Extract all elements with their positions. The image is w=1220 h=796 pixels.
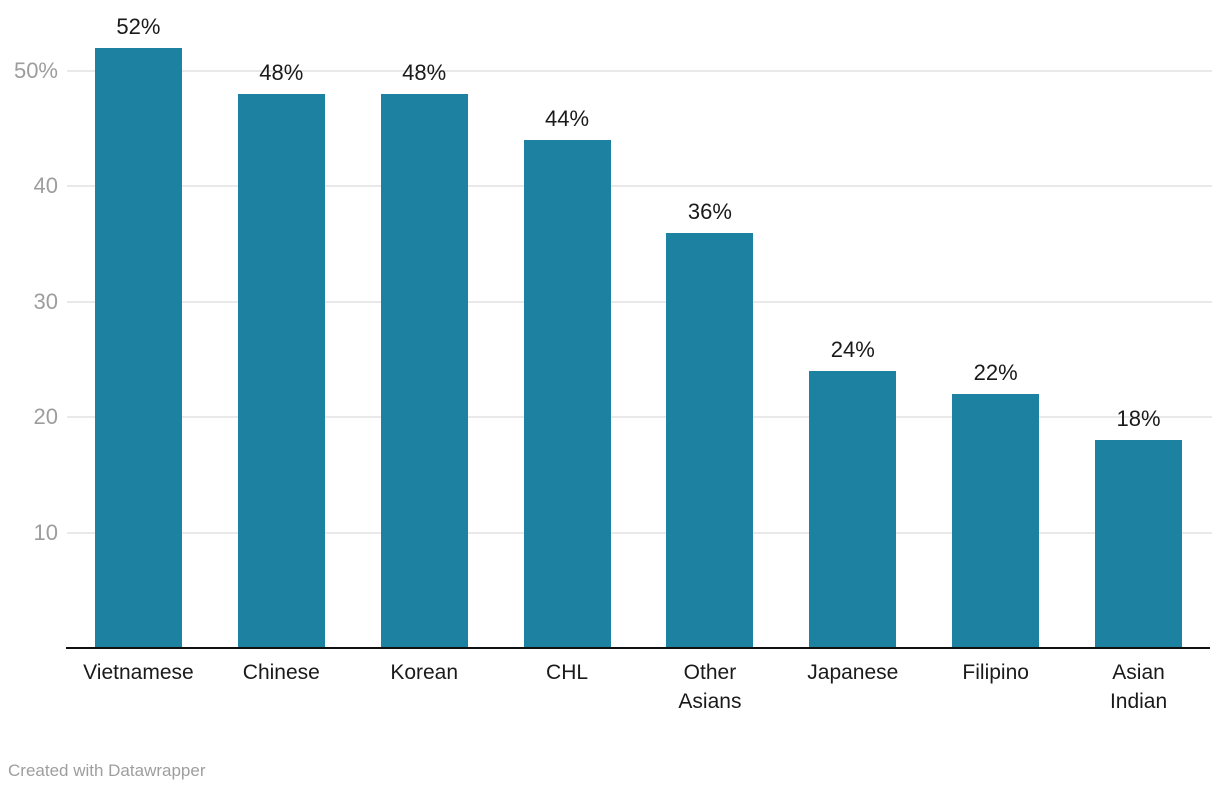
y-axis-tick-label: 30 bbox=[33, 288, 58, 314]
bar-value-label: 36% bbox=[687, 198, 732, 224]
bar-value-label: 44% bbox=[545, 106, 590, 132]
bar bbox=[809, 371, 897, 648]
bar bbox=[666, 232, 754, 648]
gridline bbox=[67, 300, 1212, 303]
x-axis-category-label: Chinese bbox=[242, 661, 320, 684]
y-axis-tick-label: 20 bbox=[33, 404, 58, 430]
bar-value-label: 48% bbox=[259, 60, 304, 86]
y-axis-tick-label: 50% bbox=[13, 58, 58, 83]
gridline bbox=[67, 531, 1212, 534]
gridline bbox=[67, 185, 1212, 188]
gridline bbox=[67, 70, 1212, 72]
bar bbox=[380, 94, 468, 648]
x-axis-category-label: CHL bbox=[546, 661, 589, 684]
x-axis-category-label: Filipino bbox=[962, 661, 1029, 684]
x-axis-category-label: Asian Indian bbox=[1109, 661, 1168, 713]
bar-value-label: 24% bbox=[830, 337, 875, 363]
x-axis-category-label: Japanese bbox=[807, 661, 899, 684]
bar bbox=[94, 47, 182, 648]
bar bbox=[523, 140, 611, 648]
bar bbox=[1095, 440, 1183, 648]
bar-value-label: 22% bbox=[973, 360, 1018, 386]
x-axis-category-label: Vietnamese bbox=[83, 661, 194, 684]
gridline bbox=[67, 416, 1212, 419]
y-axis-tick-label: 10 bbox=[33, 519, 58, 545]
bar-value-label: 48% bbox=[402, 60, 447, 86]
bar-value-label: 52% bbox=[116, 13, 161, 39]
x-axis-line bbox=[66, 647, 1210, 649]
bar-value-label: 18% bbox=[1116, 406, 1161, 432]
y-axis-tick-label: 40 bbox=[33, 173, 58, 199]
datawrapper-credit: Created with Datawrapper bbox=[8, 761, 206, 780]
x-axis-category-label: Other Asians bbox=[678, 661, 742, 713]
bar bbox=[237, 94, 325, 648]
bar bbox=[952, 394, 1040, 648]
x-axis-category-label: Korean bbox=[390, 661, 459, 684]
